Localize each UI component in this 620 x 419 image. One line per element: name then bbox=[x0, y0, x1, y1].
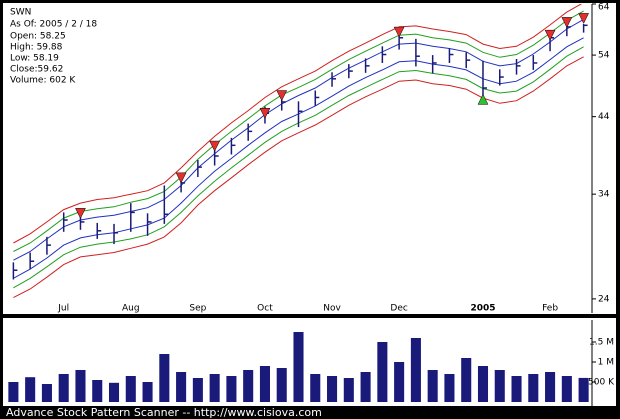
volume-bar bbox=[410, 338, 421, 402]
signal-marker bbox=[75, 208, 86, 219]
volume-bar bbox=[159, 354, 170, 402]
volume-bar bbox=[41, 384, 52, 402]
volume-bar bbox=[528, 374, 539, 402]
price-panel bbox=[3, 3, 616, 314]
volume-bar bbox=[511, 376, 522, 402]
x-tick-label: 2005 bbox=[470, 304, 495, 314]
signal-marker bbox=[393, 26, 405, 38]
low: Low: 58.19 bbox=[10, 54, 59, 64]
volume-bar bbox=[226, 376, 237, 402]
volume-bar bbox=[243, 370, 254, 402]
signal-marker bbox=[578, 13, 590, 24]
signal-marker bbox=[276, 90, 288, 102]
volume-bar bbox=[578, 377, 589, 402]
info-box: SWN As Of: 2005 / 2 / 18 Open: 58.25 Hig… bbox=[10, 8, 97, 86]
volume-bar bbox=[427, 370, 438, 402]
volume-bar bbox=[92, 380, 103, 402]
volume-bar bbox=[192, 378, 203, 402]
signal-marker bbox=[544, 29, 556, 41]
as-of: As Of: 2005 / 2 / 18 bbox=[10, 20, 97, 30]
volume-bar bbox=[494, 370, 505, 402]
volume-bar bbox=[444, 374, 455, 402]
x-tick-label: Sep bbox=[189, 304, 206, 314]
band-line bbox=[13, 4, 583, 244]
volume: Volume: 602 K bbox=[10, 76, 76, 86]
band-line bbox=[13, 10, 584, 252]
volume-bar bbox=[125, 376, 136, 402]
y-tick-label: 24 bbox=[598, 294, 610, 304]
volume-bar bbox=[461, 358, 472, 402]
volume-bar bbox=[360, 372, 371, 402]
volume-bar bbox=[108, 382, 120, 402]
high: High: 59.88 bbox=[10, 43, 63, 53]
y-tick-label: 64 bbox=[598, 3, 610, 13]
volume-bar bbox=[561, 376, 572, 402]
footer: Advance Stock Pattern Scanner -- http://… bbox=[6, 406, 322, 419]
close: Close:59.62 bbox=[10, 65, 63, 75]
band-line bbox=[13, 18, 584, 261]
volume-bar bbox=[377, 342, 388, 402]
x-tick-label: Dec bbox=[390, 304, 407, 314]
volume-bar bbox=[209, 374, 220, 402]
y-tick-label: 34 bbox=[598, 190, 610, 200]
signal-marker bbox=[209, 140, 221, 152]
band-line bbox=[13, 56, 584, 299]
signal-marker bbox=[259, 108, 271, 119]
x-tick-label: Nov bbox=[323, 304, 341, 314]
volume-bar bbox=[259, 366, 270, 402]
y-tick-label: 1.5 M bbox=[589, 338, 614, 348]
volume-bar bbox=[310, 374, 321, 402]
signal-marker bbox=[477, 93, 489, 105]
volume-bar bbox=[293, 332, 304, 402]
volume-bar bbox=[327, 376, 338, 402]
volume-bar bbox=[394, 362, 405, 402]
y-tick-label: 1 M bbox=[598, 358, 614, 368]
y-tick-label: 54 bbox=[598, 51, 610, 61]
volume-bar bbox=[343, 378, 354, 402]
open: Open: 58.25 bbox=[10, 32, 66, 42]
x-tick-label: Oct bbox=[257, 304, 273, 314]
x-tick-label: Feb bbox=[542, 304, 558, 314]
x-tick-label: Jul bbox=[57, 304, 69, 314]
volume-bar bbox=[58, 374, 69, 402]
x-tick-label: Aug bbox=[122, 304, 140, 314]
volume-bar bbox=[25, 377, 36, 402]
volume-bar bbox=[477, 366, 489, 402]
y-tick-label: 44 bbox=[598, 112, 610, 122]
volume-bar bbox=[276, 368, 287, 402]
signal-marker bbox=[175, 172, 187, 184]
volume-bar bbox=[75, 370, 86, 402]
volume-bar bbox=[8, 382, 19, 402]
symbol: SWN bbox=[10, 8, 31, 18]
signal-marker bbox=[561, 17, 573, 28]
volume-bar bbox=[545, 372, 556, 402]
volume-bar bbox=[142, 382, 153, 402]
price-plot bbox=[12, 4, 590, 299]
y-tick-label: 500 K bbox=[588, 378, 615, 388]
volume-bar bbox=[176, 372, 187, 402]
